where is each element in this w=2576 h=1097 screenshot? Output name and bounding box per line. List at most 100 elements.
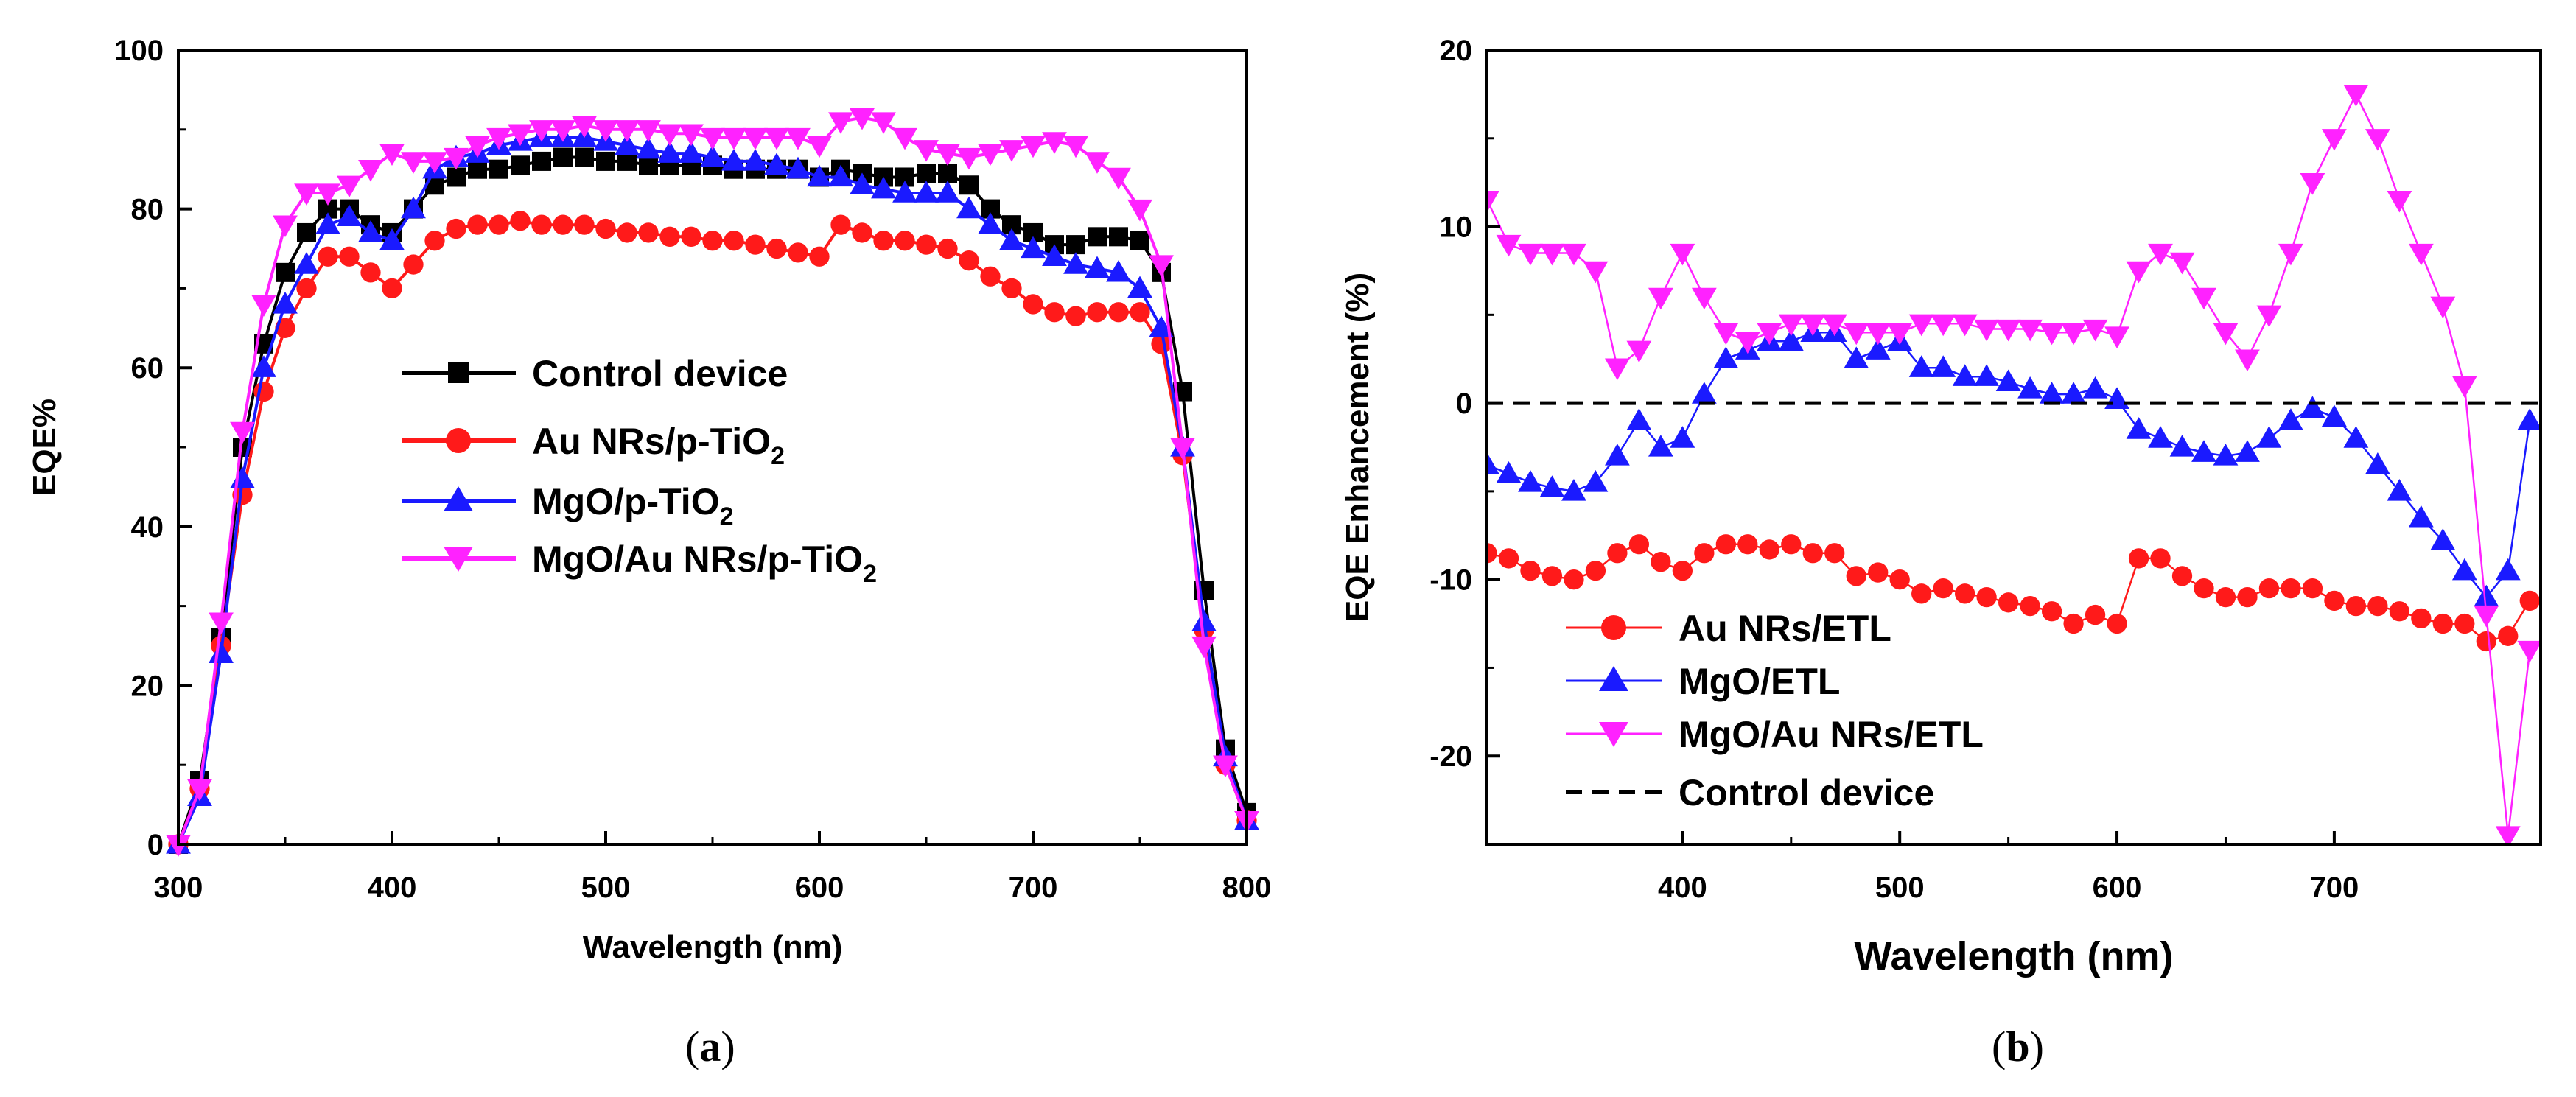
panel-b-point-au-nrs-etl [1868, 562, 1889, 583]
panel-b-point-mgo-au-nrs-etl [2061, 323, 2086, 346]
legend-b-mgo: MgO/ETL [1566, 661, 1840, 702]
panel-b-point-mgo-etl [2517, 408, 2541, 430]
panel-b-point-mgo-etl [1995, 369, 2021, 392]
panel-b-point-mgo-etl [2191, 440, 2216, 462]
panel-b-point-au-nrs-etl [2107, 613, 2127, 634]
panel-a-chart: 300 400 500 600 700 800 0 20 40 60 80 100 EQE% Wave… [27, 35, 1271, 1070]
panel-b-point-mgo-au-nrs-etl [2104, 326, 2129, 348]
panel-a-point-control-device [532, 151, 551, 171]
panel-b-point-au-nrs-etl [1802, 543, 1823, 564]
panel-a-point-mgo-au-nrs-p-tio2 [358, 160, 383, 182]
panel-a-point-mgo-au-nrs-p-tio2 [444, 147, 469, 170]
panel-a-point-mgo-au-nrs-p-tio2 [935, 144, 960, 167]
panel-a-point-mgo-au-nrs-p-tio2 [721, 127, 746, 150]
panel-b-point-mgo-etl [1778, 329, 1804, 351]
panel-a-point-au-nrs-p-tio2 [617, 222, 637, 243]
legend-b-mgo-label: MgO/ETL [1679, 661, 1840, 702]
panel-b-point-au-nrs-etl [2324, 590, 2345, 611]
panel-a-point-control-device [1109, 227, 1128, 247]
panel-b-point-mgo-au-nrs-etl [2256, 305, 2282, 328]
legend-b-control: Control device [1566, 772, 1934, 813]
legend-b-au: Au NRs/ETL [1566, 608, 1891, 649]
panel-a-point-control-device [1066, 235, 1085, 255]
panel-a-point-mgo-au-nrs-p-tio2 [529, 120, 554, 142]
panel-b-x-tick-label: 600 [2093, 872, 2142, 904]
panel-a-point-mgo-p-tio2 [914, 181, 939, 203]
panel-a-point-control-device [575, 147, 594, 167]
panel-a-point-mgo-p-tio2 [978, 212, 1003, 234]
panel-a-point-mgo-au-nrs-p-tio2 [700, 127, 725, 150]
panel-b-point-au-nrs-etl [2454, 613, 2475, 634]
panel-b-point-au-nrs-etl [1628, 534, 1650, 555]
panel-b-frame [1485, 49, 2542, 846]
panel-b-point-au-nrs-etl [1520, 561, 1541, 581]
legend-a-control-label: Control device [532, 353, 788, 394]
panel-b-point-mgo-au-nrs-etl [2387, 190, 2412, 213]
panel-b-point-mgo-etl [1626, 408, 1652, 430]
panel-b-point-mgo-au-nrs-etl [2517, 640, 2541, 663]
panel-b-point-mgo-au-nrs-etl [1931, 314, 1956, 337]
panel-a-x-tick-label: 500 [581, 872, 631, 904]
panel-b-point-mgo-au-nrs-etl [2191, 287, 2216, 310]
panel-a-x-tick-label: 400 [368, 872, 417, 904]
panel-b-point-au-nrs-etl [2150, 548, 2171, 569]
panel-b-y-tick-label: 20 [1440, 35, 1473, 67]
panel-b-point-au-nrs-etl [1824, 543, 1845, 564]
panel-a-point-mgo-au-nrs-p-tio2 [850, 108, 875, 130]
panel-a-point-au-nrs-p-tio2 [766, 238, 787, 259]
panel-b-point-mgo-etl [2148, 426, 2173, 448]
panel-b-point-au-nrs-etl [1737, 534, 1758, 555]
panel-a-point-au-nrs-p-tio2 [724, 231, 744, 251]
panel-a-point-mgo-p-tio2 [315, 212, 340, 234]
panel-a-y-tick-label: 60 [131, 352, 164, 385]
panel-a-point-mgo-p-tio2 [828, 164, 853, 187]
panel-b-point-mgo-au-nrs-etl [2451, 376, 2477, 399]
panel-a-point-mgo-au-nrs-p-tio2 [187, 779, 212, 802]
panel-b-point-au-nrs-etl [1781, 534, 1802, 555]
panel-b-point-mgo-etl [1561, 478, 1586, 501]
panel-b-y-tick-label: -20 [1429, 740, 1472, 773]
panel-a-point-mgo-au-nrs-p-tio2 [422, 152, 447, 174]
panel-b-point-au-nrs-etl [1585, 561, 1606, 581]
panel-b-point-mgo-au-nrs-etl [1691, 287, 1717, 310]
panel-b-point-au-nrs-etl [2128, 548, 2149, 569]
panel-a-y-tick-label: 40 [131, 511, 164, 544]
panel-a-point-control-device [297, 222, 316, 242]
panel-b-point-au-nrs-etl [2085, 604, 2106, 625]
panel-a-point-mgo-p-tio2 [999, 228, 1024, 250]
panel-a-point-au-nrs-p-tio2 [1065, 306, 1086, 326]
panel-a-point-mgo-au-nrs-p-tio2 [1063, 136, 1088, 158]
panel-a-y-axis-label: EQE% [27, 399, 63, 496]
panel-b-point-mgo-au-nrs-etl [2430, 296, 2456, 319]
panel-b-point-mgo-etl [2169, 435, 2195, 457]
panel-b-point-mgo-au-nrs-etl [2321, 129, 2347, 151]
panel-a-point-mgo-p-tio2 [1063, 252, 1088, 274]
panel-a-point-mgo-p-tio2 [1149, 315, 1174, 337]
panel-b-y-tick-label: 10 [1440, 211, 1473, 244]
panel-a-point-control-device [489, 159, 508, 179]
panel-b-point-mgo-au-nrs-etl [1995, 319, 2021, 342]
legend-a-mgo: MgO/p-TiO2 [402, 481, 734, 530]
panel-a-point-au-nrs-p-tio2 [1001, 278, 1022, 299]
panel-b-point-mgo-au-nrs-etl [1713, 323, 1739, 346]
panel-a-point-mgo-p-tio2 [1085, 256, 1110, 278]
panel-b-point-mgo-au-nrs-etl [2017, 319, 2043, 342]
panel-a-point-mgo-p-tio2 [871, 176, 896, 199]
panel-a-point-mgo-p-tio2 [657, 141, 682, 163]
panel-a-point-mgo-p-tio2 [721, 149, 746, 171]
panel-a-point-mgo-au-nrs-p-tio2 [337, 175, 362, 198]
panel-a-legend: Control device Au NRs/p-TiO2 MgO/p-TiO2 … [402, 353, 877, 588]
panel-a-point-au-nrs-p-tio2 [980, 266, 1001, 287]
panel-b-point-au-nrs-etl [2367, 595, 2388, 617]
panel-a-point-au-nrs-p-tio2 [830, 214, 851, 235]
panel-a-point-mgo-p-tio2 [1127, 276, 1152, 298]
panel-a-point-au-nrs-p-tio2 [959, 250, 979, 271]
panel-a-point-mgo-p-tio2 [743, 149, 768, 171]
panel-a-point-control-device [596, 151, 615, 171]
panel-a-point-mgo-au-nrs-p-tio2 [615, 120, 640, 142]
panel-b-point-mgo-etl [2039, 382, 2065, 404]
panel-b-point-mgo-etl [2451, 558, 2477, 581]
panel-b-point-mgo-au-nrs-etl [1865, 323, 1891, 346]
panel-b-series-mgo-etl [1487, 320, 2541, 607]
panel-a-x-tick-label: 600 [795, 872, 844, 904]
